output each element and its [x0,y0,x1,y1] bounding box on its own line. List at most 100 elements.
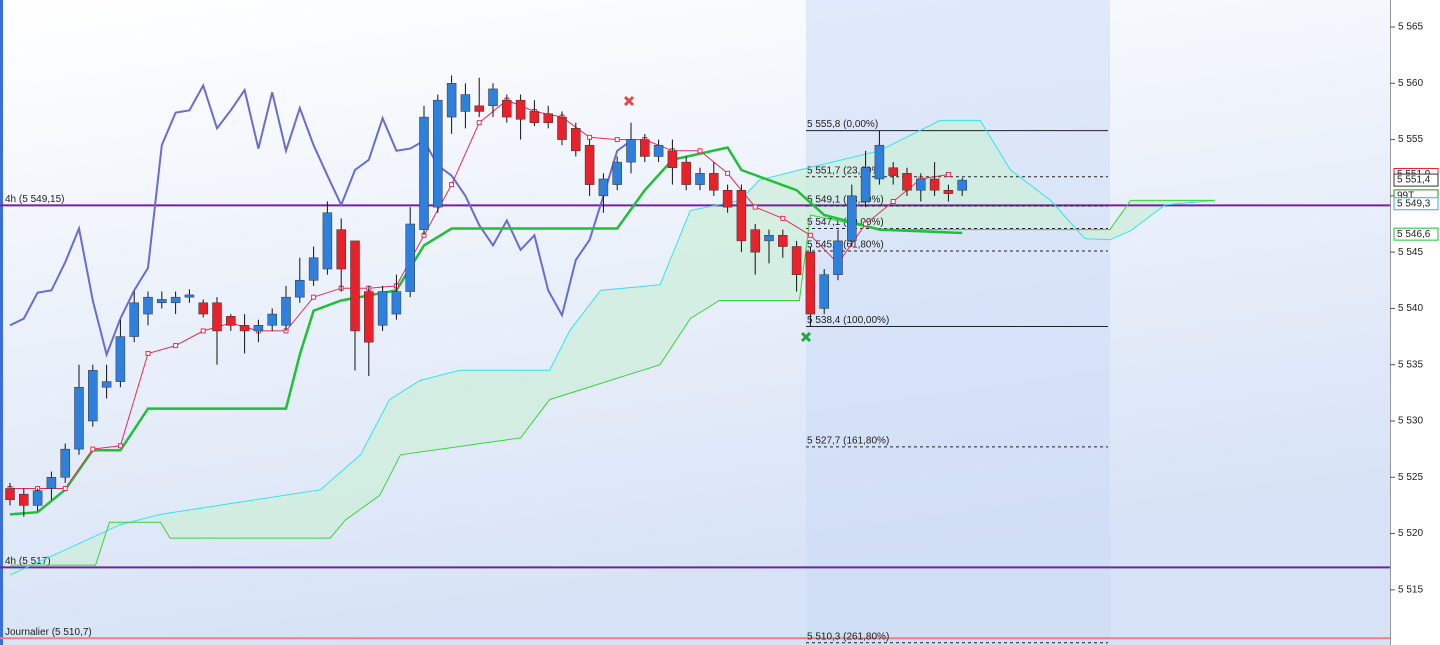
candle-body [46,477,57,489]
candle-body [281,296,291,326]
candle-body [750,229,760,253]
candle-body [377,291,388,326]
y-tick-label: 5 565 [1398,22,1423,33]
price-tag [1393,173,1439,187]
candle-body [584,144,595,185]
fib-label: 5 545,1 (61,80%) [807,240,884,251]
candle-body [957,179,967,191]
candle-body [308,257,319,281]
candle-body [267,313,277,326]
candle-body [722,189,733,208]
candle-body [598,178,609,197]
tenkan-marker [780,215,786,221]
candle-body [833,240,843,275]
signal-cross [623,95,635,107]
tenkan-marker [587,134,593,140]
candle-body [943,189,954,194]
candle-body [419,116,429,230]
candle-body [405,223,415,292]
candle-body [74,386,84,450]
candle-body [529,111,540,123]
y-tick-label: 5 525 [1398,472,1423,483]
candle-body [5,488,15,501]
indicator-line [9,83,632,358]
y-tick-label: 5 545 [1398,247,1423,258]
level-label: 4h (5 549,15) [5,194,65,205]
tenkan-marker [173,343,179,349]
candle-body [488,88,498,107]
fib-label: 5 538,4 (100,00%) [807,315,889,326]
level-label: Journalier (5 510,7) [5,627,92,638]
candle-body [460,94,471,112]
candle-body [115,336,126,382]
y-tick-label: 5 555 [1398,134,1423,145]
price-tag-label: 5 549,3 [1397,198,1431,209]
tenkan-marker [145,350,151,356]
tenkan-marker [449,182,455,188]
candle-body [88,370,98,422]
tenkan-marker [117,443,123,449]
tenkan-marker [311,294,317,300]
tenkan-marker [614,137,620,143]
tenkan-marker [752,204,758,210]
candle-body [874,144,885,180]
candle-body [198,302,208,315]
plot-background [0,0,1390,645]
price-tag-label: 5 551,4 [1397,175,1431,186]
tenkan-marker [945,171,951,177]
candle-body [515,99,526,120]
price-tag-label: 99T [1397,191,1414,202]
fib-label: 5 549,1 (38,20%) [807,195,884,206]
candle-body [157,299,167,304]
cloud [10,120,1215,576]
candle-body [502,99,512,118]
price-tag [1393,197,1439,211]
candle-body [916,178,926,191]
candle-body [681,161,691,185]
y-tick-label: 5 530 [1398,416,1423,427]
tenkan-marker [863,221,869,227]
candle-body [170,296,181,304]
candle-body [32,490,43,506]
candle-body [764,235,774,242]
candle-body [778,235,788,247]
candle-body [129,302,139,337]
tenkan-marker [807,232,813,238]
candle-body [695,173,705,185]
y-tick-label: 5 560 [1398,78,1423,89]
candle-body [626,139,636,163]
candle-body [446,83,457,118]
candle-body [253,325,264,332]
candle-body [847,195,857,242]
tenkan-marker [890,198,896,204]
fib-label: 5 510,3 (261,80%) [807,631,889,642]
candle-body [336,229,346,270]
candle-body [888,167,898,176]
tenkan-marker [200,328,206,334]
tenkan-marker [90,446,96,452]
y-tick-label: 5 535 [1398,359,1423,370]
candle-body [860,167,871,202]
candle-body [805,251,816,315]
left-border [0,0,3,645]
y-tick-label: 5 520 [1398,528,1423,539]
tenkan-marker [476,120,482,126]
candle-body [571,128,581,152]
candle-body [736,189,747,242]
plot: 4h (5 549,15) 4h (5 517) Journalier (5 510… [0,75,1390,644]
candle-body [819,274,829,309]
candle-body [640,139,650,157]
candle-body [60,448,70,478]
fib-label: 5 527,7 (161,80%) [807,436,889,447]
candle-body [19,493,29,506]
candle-body [667,150,678,168]
candle-body [709,173,719,191]
tenkan-marker [725,170,731,176]
y-tick-label: 5 515 [1398,584,1423,595]
price-tag-label: 5 546,6 [1397,229,1431,240]
fib-box [806,0,1110,645]
candle-body [184,294,195,298]
candle-body [239,325,250,332]
